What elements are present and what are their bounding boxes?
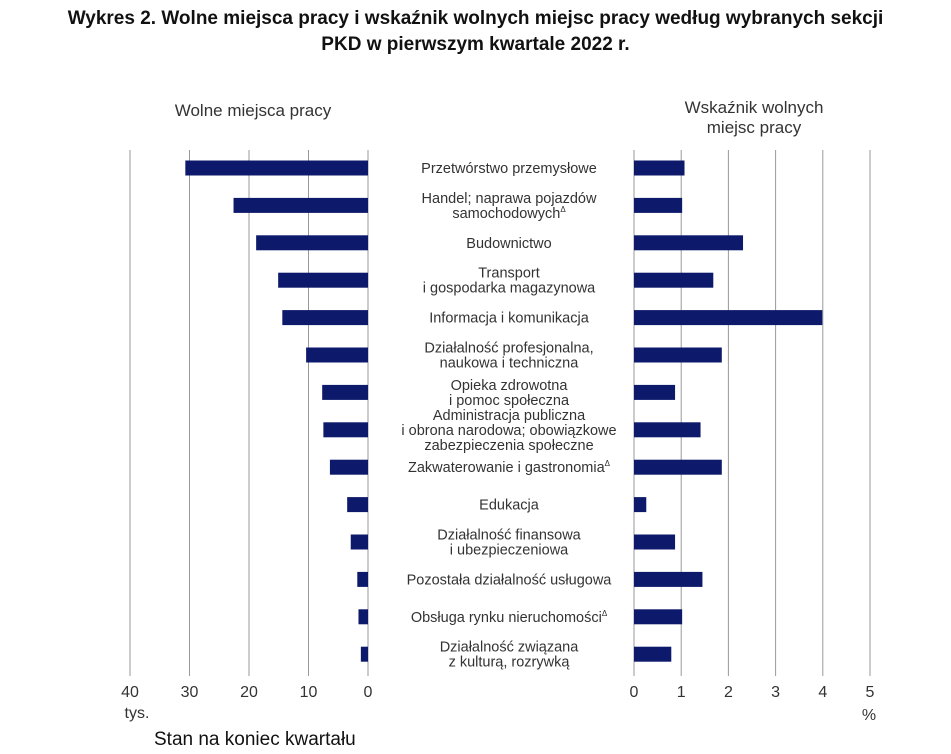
left-bar: [256, 235, 368, 251]
right-tick-label: 3: [771, 684, 780, 701]
left-bar: [185, 160, 368, 176]
left-tick-label: 20: [240, 684, 258, 701]
category-label: Przetwórstwo przemysłowe: [421, 161, 597, 177]
right-panel-title-line: Wskaźnik wolnych: [685, 98, 824, 117]
left-bar: [322, 384, 368, 400]
left-bar: [358, 609, 368, 625]
left-bar: [278, 272, 368, 288]
category-label: naukowa i techniczna: [440, 356, 580, 372]
chart-title: Wykres 2. Wolne miejsca pracy i wskaźnik…: [0, 6, 951, 58]
right-bar: [634, 459, 722, 475]
category-label: Informacja i komunikacja: [429, 311, 589, 327]
right-panel-title-line: miejsc pracy: [707, 118, 802, 137]
category-label: Działalność związana: [440, 640, 580, 656]
footnote: Stan na koniec kwartału: [154, 729, 356, 750]
right-bar: [634, 534, 676, 550]
left-bar: [233, 197, 368, 213]
right-bar: [634, 310, 823, 326]
left-tick-label: 10: [300, 684, 318, 701]
left-bar: [347, 497, 368, 513]
chart-title-line-1: Wykres 2. Wolne miejsca pracy i wskaźnik…: [67, 8, 884, 29]
category-label: Działalność finansowa: [437, 528, 581, 544]
right-tick-label: 1: [677, 684, 686, 701]
category-label: z kulturą, rozrywką: [449, 655, 571, 671]
right-bar: [634, 422, 701, 438]
right-axis-unit: %: [862, 707, 876, 724]
category-label: i ubezpieczeniowa: [450, 543, 569, 559]
left-bar: [357, 571, 368, 587]
right-bar: [634, 235, 744, 251]
right-bar: [634, 497, 647, 513]
category-label: Administracja publiczna: [433, 408, 586, 424]
category-label: Pozostała działalność usługowa: [407, 572, 613, 588]
category-label: Opieka zdrowotna: [451, 378, 569, 394]
right-bar: [634, 197, 683, 213]
left-panel-title: Wolne miejsca pracy: [175, 101, 332, 120]
category-label: samochodowychΔ: [452, 205, 566, 222]
right-bar: [634, 384, 676, 400]
right-tick-label: 4: [818, 684, 827, 701]
footnote-mark: Δ: [605, 459, 611, 468]
left-bar: [360, 646, 368, 662]
left-tick-label: 40: [121, 684, 139, 701]
left-bar: [329, 459, 368, 475]
right-bar: [634, 609, 683, 625]
category-label: Edukacja: [479, 498, 540, 514]
chart-title-line-2: PKD w pierwszym kwartale 2022 r.: [321, 34, 630, 55]
left-bar: [282, 310, 368, 326]
right-bar: [634, 646, 672, 662]
footnote-mark: Δ: [602, 609, 608, 618]
right-tick-label: 2: [724, 684, 733, 701]
right-tick-label: 0: [630, 684, 639, 701]
category-label: Handel; naprawa pojazdów: [422, 191, 597, 207]
left-bar: [350, 534, 368, 550]
category-label: Działalność profesjonalna,: [424, 341, 593, 357]
right-tick-label: 5: [866, 684, 875, 701]
footnote-mark: Δ: [560, 205, 566, 214]
category-label: Zakwaterowanie i gastronomiaΔ: [408, 459, 611, 476]
category-label: zabezpieczenia społeczne: [424, 438, 593, 454]
right-bar: [634, 272, 714, 288]
right-bar: [634, 347, 722, 363]
left-axis-unit: tys.: [125, 705, 150, 722]
left-bar: [306, 347, 368, 363]
category-label: Transport: [478, 266, 540, 282]
category-label: i obrona narodowa; obowiązkowe: [401, 423, 616, 439]
left-bar: [323, 422, 368, 438]
category-label: Budownictwo: [466, 236, 551, 252]
category-label: Obsługa rynku nieruchomościΔ: [411, 609, 608, 626]
left-tick-label: 0: [364, 684, 373, 701]
right-bar: [634, 571, 703, 587]
category-label: i gospodarka magazynowa: [423, 281, 596, 297]
category-label: i pomoc społeczna: [449, 393, 570, 409]
right-bar: [634, 160, 685, 176]
left-tick-label: 30: [181, 684, 199, 701]
